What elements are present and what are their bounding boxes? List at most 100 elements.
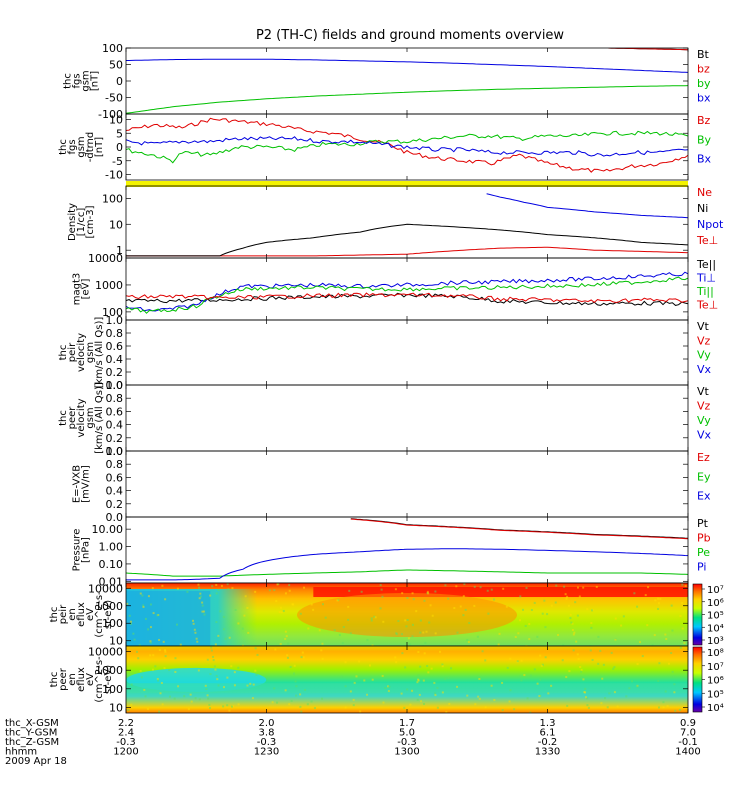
y-tick-label: 0.8 [106, 327, 124, 340]
y-tick-label: 100 [102, 306, 123, 319]
y-axis-label: eflux [76, 602, 87, 627]
series-line-pressure-2 [126, 569, 688, 577]
y-tick-label: 0.2 [106, 498, 124, 511]
time-row-value: 2.2 [118, 718, 134, 729]
y-tick-label: -50 [105, 92, 123, 105]
time-row-value: 1200 [113, 747, 138, 758]
y-tick-label: 100 [102, 192, 123, 205]
legend-label: bx [697, 92, 711, 105]
legend-label: Vz [697, 334, 711, 347]
y-tick-label: 1 [116, 244, 123, 257]
y-tick-label: 1000 [95, 600, 123, 613]
panel-peer_velocity: VtVzVyVx1.00.80.60.40.20.0thcpeervelocit… [58, 379, 712, 458]
panel-frame [125, 113, 689, 181]
panel-frame [125, 319, 689, 386]
y-axis-label: magt3 [72, 273, 83, 306]
y-tick-label: 0 [116, 75, 123, 88]
time-row-value: 6.1 [540, 728, 556, 739]
time-row-value: -0.3 [116, 737, 136, 748]
legend-label: bz [697, 63, 710, 76]
time-row-value: 2.0 [259, 718, 275, 729]
time-row-value: 1400 [675, 747, 700, 758]
time-row-value: -0.2 [538, 737, 558, 748]
series-line-magt3-3 [126, 292, 688, 304]
colorbar-label: 10⁵ [707, 611, 724, 622]
panel-frame [125, 450, 689, 518]
y-tick-label: 0 [116, 141, 123, 154]
panel-frame [125, 257, 689, 321]
colorbar-peir_en_eflux [692, 583, 703, 646]
colorbar-label: 10⁶ [707, 676, 724, 687]
y-tick-label: 0.0 [106, 511, 124, 524]
panel-frame [125, 185, 689, 259]
legend-label: Pe [697, 546, 710, 559]
y-tick-label: 1000 [95, 279, 123, 292]
legend-label: Vx [697, 363, 712, 376]
legend-label: Pb [697, 532, 711, 545]
y-axis-label: E=-VXB [72, 465, 83, 503]
y-tick-label: 0.8 [106, 392, 124, 405]
time-row-value: 1330 [535, 747, 560, 758]
colorbar-label: 10³ [707, 636, 724, 647]
y-tick-label: 0.8 [106, 458, 124, 471]
legend-label: Ni [697, 202, 708, 215]
panel-magt3: Te||Ti⊥Ti||Te⊥ 10000 1000 100 magt3[eV] [72, 252, 718, 321]
legend-label: Bt [697, 48, 710, 61]
series-line-fgs_gsm_dtrnd-2 [126, 136, 688, 157]
legend-label: Ne [697, 186, 712, 199]
series-line-fgs_gsm-3 [126, 58, 688, 73]
y-axis-label: sr-eV) [103, 600, 114, 629]
y-axis-label: sr-eV) [103, 665, 114, 694]
legend-label: Vx [697, 429, 712, 442]
y-axis-label: -dtrnd [85, 132, 96, 163]
y-axis-label: thc [58, 139, 69, 155]
y-tick-label: -100 [98, 108, 123, 121]
y-axis-label: fgs [72, 73, 83, 88]
y-axis-label: velocity [76, 333, 87, 372]
y-tick-label: 1000 [95, 664, 123, 677]
time-row-value: 1230 [254, 747, 279, 758]
y-tick-label: -5 [112, 155, 123, 168]
series-line-fgs_gsm_dtrnd-1 [126, 130, 688, 164]
time-row-value: -0.1 [678, 737, 698, 748]
y-tick-label: 10 [109, 635, 123, 648]
time-row-label: thc_Y-GSM [5, 728, 57, 739]
legend-label: Ex [697, 490, 711, 503]
y-axis-label: peer [58, 667, 69, 691]
time-row-value: 1300 [394, 747, 419, 758]
series-line-fgs_gsm-2 [126, 85, 688, 114]
y-axis-label: gsm [81, 70, 92, 91]
y-axis-label: velocity [76, 398, 87, 437]
legend-label: Pt [697, 517, 709, 530]
legend-label: Te⊥ [696, 299, 718, 312]
y-axis-label: [nT] [94, 137, 105, 157]
y-tick-label: 0.6 [106, 471, 124, 484]
mode-bar [126, 181, 688, 187]
y-tick-label: 100 [102, 617, 123, 630]
time-row-value: 7.0 [680, 728, 696, 739]
colorbar-label: 10⁵ [707, 689, 724, 700]
y-tick-label: 50 [109, 59, 123, 72]
series-line-pressure-0 [350, 518, 688, 539]
time-row-value: -0.3 [257, 737, 277, 748]
time-axis: thc_X-GSM 2.2 2.0 1.7 1.3 0.9 thc_Y-GSM 2.4 3.8 5… [5, 718, 701, 767]
legend-label: Vt [697, 320, 710, 333]
y-tick-label: 10000 [88, 582, 123, 595]
y-axis-label: eV [85, 673, 96, 686]
spectrogram-peir_en_eflux [126, 583, 688, 646]
y-tick-label: 0.2 [106, 366, 124, 379]
legend-label: Bx [697, 153, 712, 166]
time-row-label: thc_X-GSM [5, 718, 59, 729]
y-axis-label: Density [67, 203, 78, 241]
y-axis-label: (cm^2-s- [94, 656, 105, 703]
legend-label: Npot [697, 218, 724, 231]
y-axis-label: gsm [85, 407, 96, 428]
y-tick-label: 100 [102, 683, 123, 696]
time-row-value: 2.4 [118, 728, 134, 739]
panel-frame [125, 384, 689, 452]
y-tick-label: 0.0 [106, 379, 124, 392]
